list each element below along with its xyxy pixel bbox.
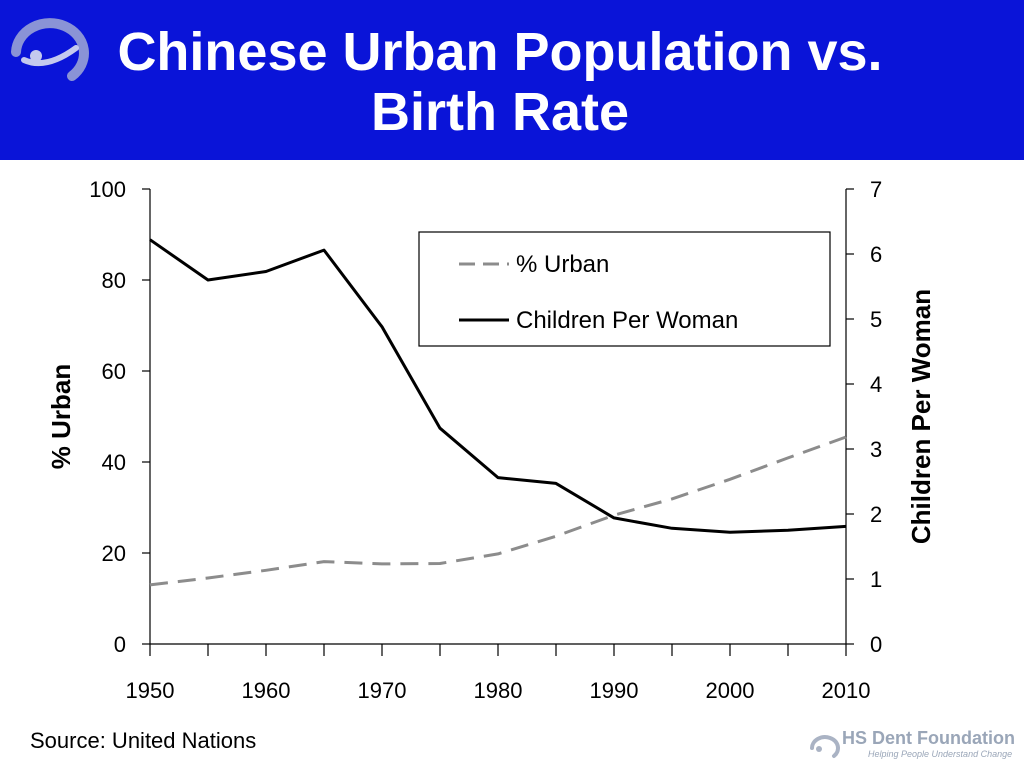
footer-logo: HS Dent Foundation Helping People Unders… bbox=[808, 726, 1015, 764]
axes: 0 20 40 60 80 100 0 1 2 3 4 5 6 7 1950 1960 1970 1980 1990… bbox=[46, 177, 936, 703]
right-tick-label: 1 bbox=[870, 567, 882, 592]
left-tick-label: 80 bbox=[102, 268, 126, 293]
title-banner bbox=[0, 0, 1024, 160]
left-tick-label: 0 bbox=[114, 632, 126, 657]
legend: % Urban Children Per Woman bbox=[418, 231, 831, 347]
children-series-line bbox=[149, 238, 847, 534]
footer-brand: HS Dent Foundation bbox=[842, 728, 1015, 748]
series-layer bbox=[149, 238, 847, 587]
x-tick-label: 1970 bbox=[358, 678, 407, 703]
title-line-2: Birth Rate bbox=[370, 82, 630, 142]
x-tick-label: 1950 bbox=[126, 678, 175, 703]
right-tick-label: 7 bbox=[870, 177, 882, 202]
right-tick-label: 6 bbox=[870, 242, 882, 267]
x-tick-label: 1990 bbox=[590, 678, 639, 703]
slide-title: Chinese Urban Population vs. Birth Rate bbox=[40, 22, 960, 142]
footer-tagline: Helping People Understand Change bbox=[868, 749, 1013, 759]
source-note: Source: United Nations bbox=[30, 728, 257, 753]
x-tick-label: 2010 bbox=[822, 678, 871, 703]
right-tick-label: 3 bbox=[870, 437, 882, 462]
left-tick-label: 100 bbox=[89, 177, 126, 202]
left-tick-label: 60 bbox=[102, 359, 126, 384]
urban-series-line bbox=[149, 435, 847, 587]
left-tick-label: 20 bbox=[102, 541, 126, 566]
left-axis-label: % Urban bbox=[46, 364, 76, 469]
right-tick-label: 2 bbox=[870, 502, 882, 527]
x-tick-label: 1960 bbox=[242, 678, 291, 703]
footer-logo-icon bbox=[810, 735, 840, 758]
legend-children-label: Children Per Woman bbox=[516, 307, 738, 334]
right-tick-label: 0 bbox=[870, 632, 882, 657]
right-axis-label: Children Per Woman bbox=[906, 289, 936, 544]
x-tick-label: 2000 bbox=[706, 678, 755, 703]
x-tick-label: 1980 bbox=[474, 678, 523, 703]
urban-vs-birthrate-chart: 0 20 40 60 80 100 0 1 2 3 4 5 6 7 1950 1960 1970 1980 1990… bbox=[46, 177, 936, 703]
legend-box bbox=[418, 231, 831, 347]
foundation-logo-mark bbox=[11, 18, 89, 81]
legend-urban-label: % Urban bbox=[516, 251, 609, 278]
right-tick-label: 4 bbox=[870, 372, 882, 397]
title-line-1: Chinese Urban Population vs. bbox=[117, 22, 883, 82]
right-tick-label: 5 bbox=[870, 307, 882, 332]
left-tick-label: 40 bbox=[102, 450, 126, 475]
